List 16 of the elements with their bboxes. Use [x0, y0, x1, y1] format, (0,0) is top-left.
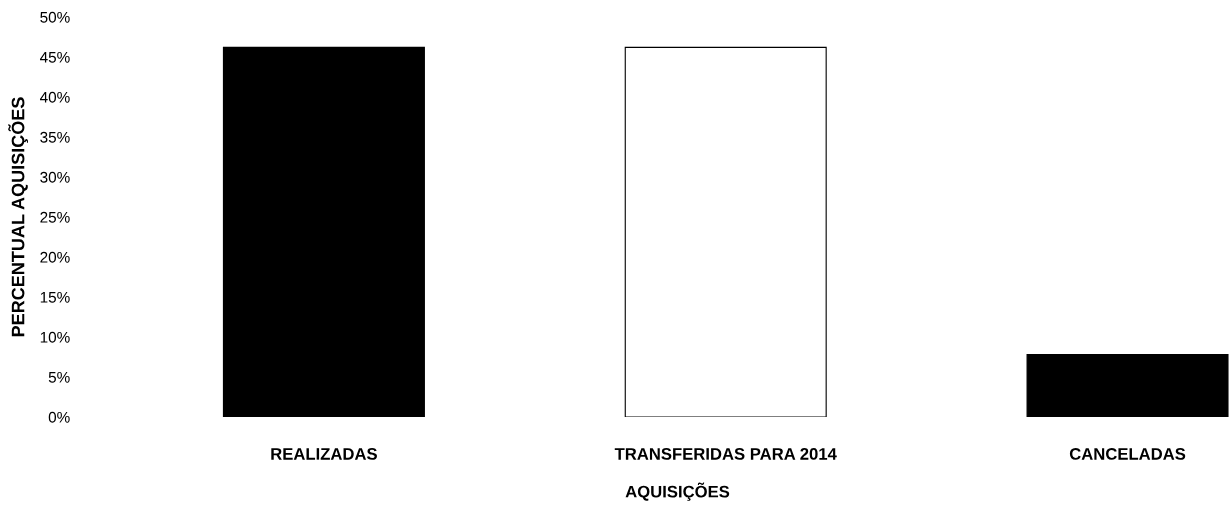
y-tick-label: 15%	[40, 291, 70, 303]
y-tick-label: 40%	[40, 91, 70, 103]
x-tick-label: CANCELADAS	[1069, 448, 1186, 460]
y-tick-label: 0%	[48, 411, 70, 423]
y-tick-label: 20%	[40, 251, 70, 263]
x-tick-label: REALIZADAS	[271, 448, 377, 460]
y-axis-title: PERCENTUAL AQUISIÇÕES	[8, 97, 28, 337]
y-tick-label: 25%	[40, 211, 70, 223]
y-tick-label: 35%	[40, 131, 70, 143]
x-tick-label: TRANSFERIDAS PARA 2014	[614, 448, 837, 460]
y-tick-label: 30%	[40, 171, 70, 183]
y-tick-label: 50%	[40, 11, 70, 23]
y-tick-label: 10%	[40, 331, 70, 343]
y-tick-label: 5%	[48, 371, 70, 383]
x-axis-title: AQUISIÇÕES	[625, 482, 730, 501]
y-tick-label: 45%	[40, 51, 70, 63]
